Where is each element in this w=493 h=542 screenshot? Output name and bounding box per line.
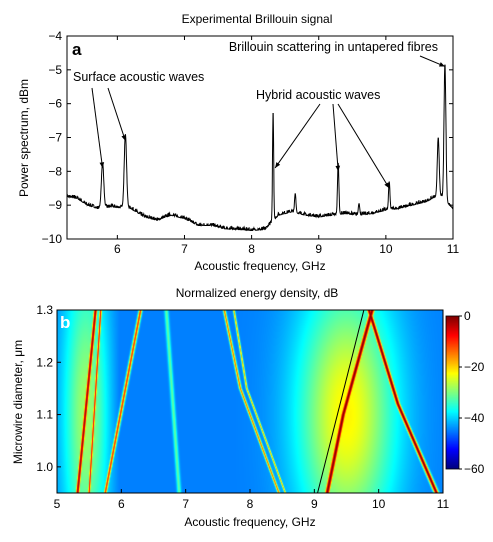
y-tick-label: −10 — [42, 232, 63, 246]
panel-b-label: b — [60, 313, 70, 332]
x-tick-label: 5 — [54, 497, 61, 511]
y-tick-label: 1.0 — [36, 460, 53, 474]
arrow-head — [335, 165, 341, 172]
x-tick-label: 9 — [311, 497, 318, 511]
y-tick-label: −6 — [48, 97, 62, 111]
x-tick-label: 8 — [248, 242, 255, 256]
y-tick-label: −4 — [48, 29, 62, 43]
x-tick-label: 7 — [182, 497, 189, 511]
colorbar-tick-label: −60 — [464, 462, 485, 476]
y-tick-label: −5 — [48, 63, 62, 77]
panel-a: Experimental Brillouin signal 6 7 8 9 10 11 −1… — [17, 12, 460, 273]
panel-a-title: Experimental Brillouin signal — [182, 12, 333, 26]
panel-b-heatmap — [57, 310, 443, 493]
y-tick-label: 1.3 — [36, 303, 53, 317]
x-tick-label: 6 — [118, 497, 125, 511]
panel-b-xlabel: Acoustic frequency, GHz — [184, 515, 315, 529]
panel-b: Normalized energy density, dB 5 6 7 8 9 10 11 1… — [11, 286, 485, 529]
x-tick-label: 6 — [114, 242, 121, 256]
x-tick-label: 7 — [181, 242, 188, 256]
x-tick-label: 11 — [447, 242, 460, 256]
y-tick-label: −9 — [48, 198, 62, 212]
panel-b-ylabel: Microwire diameter, μm — [11, 340, 25, 464]
colorbar-tick-label: −20 — [464, 360, 485, 374]
colorbar-tick-label: 0 — [464, 309, 471, 323]
annotation-arrow — [337, 103, 390, 189]
panel-b-overlay-line — [317, 309, 365, 494]
x-tick-label: 10 — [379, 242, 393, 256]
annotation-label: Surface acoustic waves — [73, 70, 204, 84]
x-tick-label: 10 — [372, 497, 386, 511]
colorbar-tick-label: −40 — [464, 411, 485, 425]
annotation-label: Brillouin scattering in untapered fibres — [229, 40, 438, 54]
arrow-head — [384, 182, 390, 189]
arrow-head — [438, 62, 445, 67]
panel-a-xlabel: Acoustic frequency, GHz — [194, 259, 325, 273]
annotation-arrow — [107, 87, 126, 142]
panel-a-ylabel: Power spectrum, dBm — [17, 79, 31, 197]
colorbar — [446, 316, 459, 469]
annotation-arrow — [91, 87, 104, 169]
annotation-arrow — [274, 103, 321, 169]
arrow-head — [121, 134, 126, 141]
x-tick-label: 9 — [315, 242, 322, 256]
x-tick-label: 11 — [437, 497, 450, 511]
y-tick-label: −8 — [48, 164, 62, 178]
y-tick-label: 1.2 — [36, 355, 53, 369]
panel-b-title: Normalized energy density, dB — [176, 286, 339, 300]
annotation-arrow — [332, 103, 339, 172]
arrow-head — [275, 162, 281, 168]
spectrum-line — [66, 64, 454, 232]
colorbar-frame — [445, 315, 460, 470]
x-tick-label: 8 — [247, 497, 254, 511]
arrow-head — [99, 162, 105, 168]
panel-a-label: a — [72, 40, 82, 59]
y-tick-label: 1.1 — [36, 408, 53, 422]
annotation-label: Hybrid acoustic waves — [256, 88, 380, 102]
y-tick-label: −7 — [48, 131, 62, 145]
